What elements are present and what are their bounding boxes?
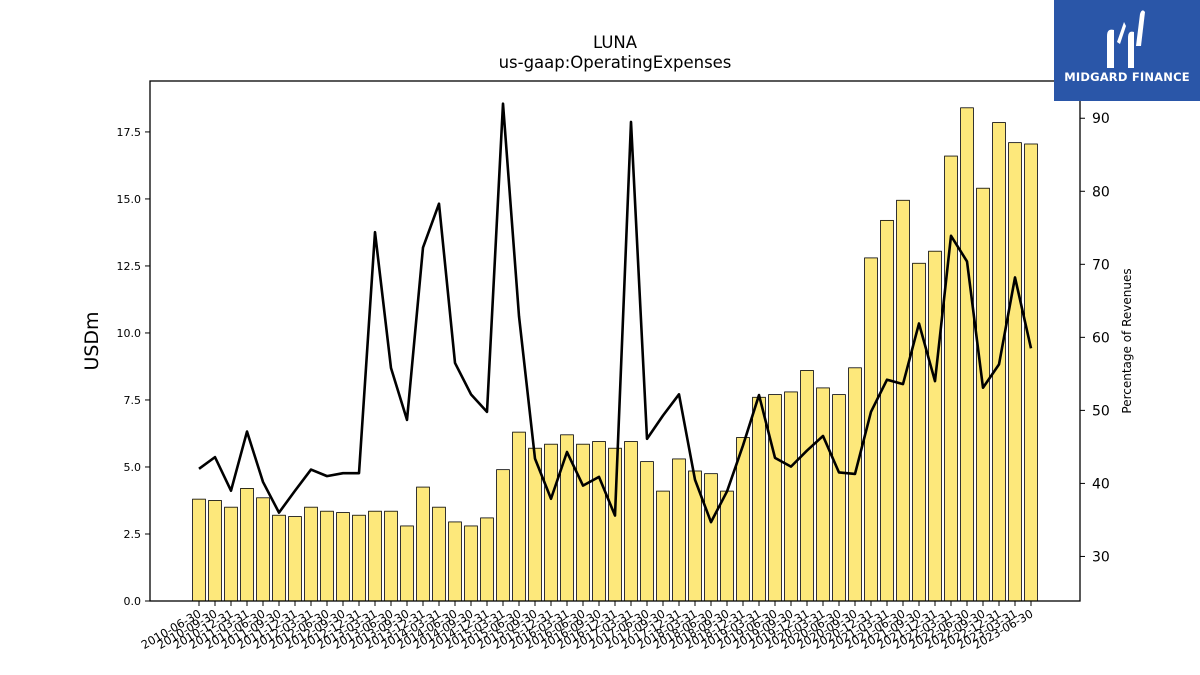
bar <box>208 500 222 602</box>
bar <box>352 514 366 602</box>
bar <box>672 458 686 602</box>
bar <box>576 443 590 602</box>
y2-tick-label: 70 <box>1092 257 1110 273</box>
bar <box>384 510 398 602</box>
bar <box>592 441 606 602</box>
y-tick-label: 12.5 <box>117 260 142 273</box>
y-tick-label: 17.5 <box>117 126 142 139</box>
bar <box>976 187 990 602</box>
y2-tick-label: 50 <box>1092 403 1110 419</box>
bar <box>784 391 798 602</box>
bar <box>320 510 334 602</box>
y-tick-label: 15.0 <box>117 193 142 206</box>
bar <box>912 262 926 602</box>
bar <box>960 107 974 602</box>
bar <box>896 199 910 602</box>
y2-tick-label: 80 <box>1092 184 1110 200</box>
bar <box>224 506 238 602</box>
brand-logo: MIDGARD FINANCE <box>1054 0 1200 101</box>
logo-text: MIDGARD FINANCE <box>1064 70 1190 84</box>
bar <box>640 461 654 602</box>
bar <box>768 394 782 602</box>
bar <box>544 443 558 602</box>
bar <box>944 155 958 602</box>
y2-axis-label: Percentage of Revenues <box>1120 268 1134 413</box>
chart-subtitle: us-gaap:OperatingExpenses <box>499 53 732 72</box>
y-tick-label: 0.0 <box>124 595 142 608</box>
bar <box>336 512 350 602</box>
logo-mark-icon <box>1107 10 1145 69</box>
bar <box>256 497 270 602</box>
bar <box>512 431 526 602</box>
bar <box>192 498 206 602</box>
bar <box>704 473 718 602</box>
bar <box>288 516 302 602</box>
bar <box>848 367 862 602</box>
y-tick-label: 2.5 <box>124 528 142 541</box>
y2-tick-label: 40 <box>1092 476 1110 492</box>
bar <box>720 490 734 602</box>
y2-tick-label: 90 <box>1092 111 1110 127</box>
bar <box>400 525 414 602</box>
bar <box>496 469 510 602</box>
chart-title: LUNA <box>593 33 638 52</box>
bar <box>464 525 478 602</box>
percentage-line <box>198 102 1033 524</box>
bar <box>1024 143 1038 602</box>
x-axis: 2010-06-302010-09-302010-12-312011-03-31… <box>139 601 1036 652</box>
y-tick-label: 10.0 <box>117 327 142 340</box>
bar <box>1008 142 1022 602</box>
bar <box>608 447 622 602</box>
bar <box>240 488 254 602</box>
bar <box>880 219 894 602</box>
bar <box>752 396 766 602</box>
bar <box>800 370 814 602</box>
bar <box>368 510 382 602</box>
y-axis-label: USDm <box>81 311 103 370</box>
bar <box>432 506 446 602</box>
bar <box>304 506 318 602</box>
bar <box>448 521 462 602</box>
bar <box>624 441 638 602</box>
y-axis-left: 0.0 2.5 5.0 7.5 10.0 12.5 15.0 17.5 <box>117 126 150 608</box>
y2-tick-label: 30 <box>1092 549 1110 565</box>
percentage-line-series <box>198 102 1033 524</box>
y-tick-label: 5.0 <box>124 461 142 474</box>
y-tick-label: 7.5 <box>124 394 142 407</box>
y2-tick-label: 60 <box>1092 330 1110 346</box>
bar <box>656 490 670 602</box>
bar <box>480 517 494 602</box>
y-axis-right: 30 40 50 60 70 80 90 <box>1080 111 1110 565</box>
bar <box>272 514 286 602</box>
bar <box>816 387 830 602</box>
bar <box>416 486 430 602</box>
bar <box>832 394 846 602</box>
bar <box>928 250 942 602</box>
